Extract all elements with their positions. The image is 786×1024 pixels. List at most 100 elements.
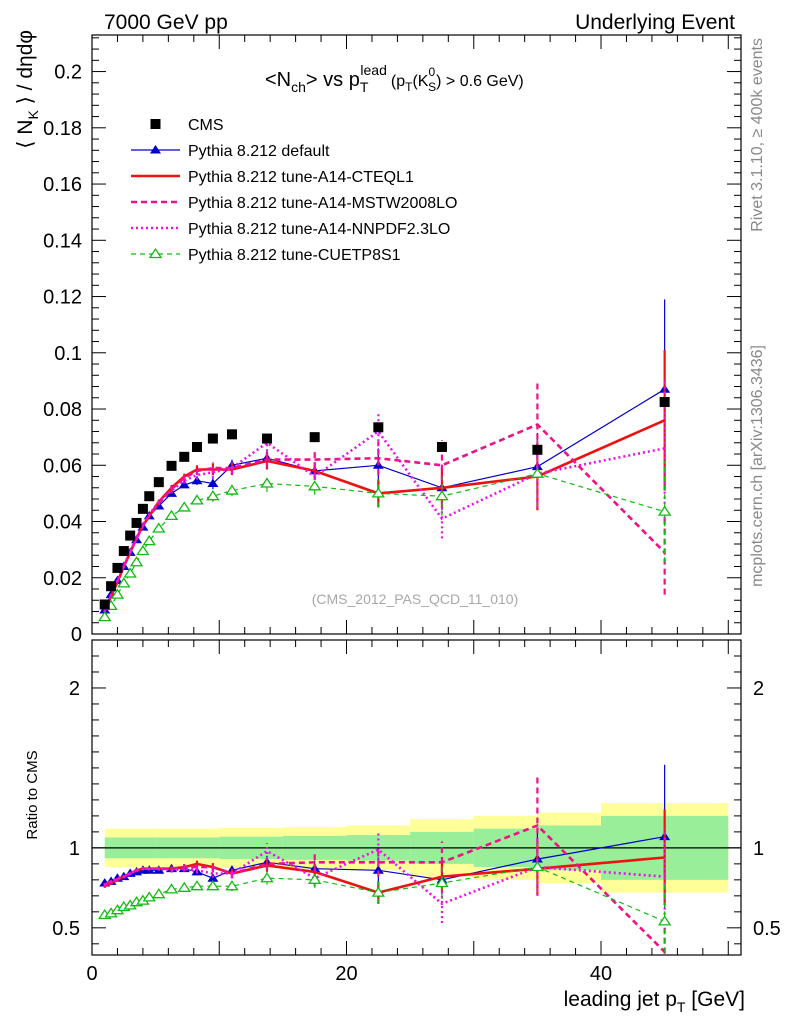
main-series-group: [98, 299, 672, 622]
side-label-mcplots: mcplots.cern.ch [arXiv:1306.3436]: [749, 345, 766, 587]
data-point: [206, 490, 220, 501]
y-tick-label: 0.16: [43, 174, 82, 196]
cms-data-point: [125, 530, 136, 541]
cms-data-point: [99, 599, 110, 610]
cms-data-point: [137, 503, 148, 514]
data-point: [307, 480, 322, 491]
title-part: ) > 0.6 GeV): [436, 73, 524, 90]
main-title: <Nch> vs pTlead(pT(K0 S) > 0.6 GeV): [265, 62, 524, 95]
title-part: <N: [265, 69, 291, 91]
cms-data-point: [373, 422, 384, 433]
data-point: [152, 522, 166, 533]
data-point: [191, 475, 203, 485]
title-part: ch: [291, 79, 306, 95]
ratio-data-point: [177, 881, 191, 892]
ratio-data-point: [435, 876, 449, 888]
cms-data-point: [106, 581, 117, 592]
data-point: [207, 478, 219, 488]
y-axis-title-part: ⟨ N: [14, 120, 37, 149]
series-line: [103, 419, 666, 612]
data-point: [123, 567, 137, 578]
y-tick-label: 0.02: [43, 568, 82, 590]
data-point: [177, 501, 191, 512]
data-point: [178, 480, 190, 489]
y-tick-label: 0.12: [43, 287, 82, 309]
main-frame: [91, 34, 742, 635]
cms-data-point: [144, 491, 155, 502]
x-tick-label: 20: [335, 963, 357, 985]
ratio-data-point: [372, 865, 384, 874]
ratio-data-point: [225, 880, 239, 891]
cms-data-point: [309, 432, 320, 443]
y-tick-label: 0.14: [43, 230, 82, 252]
cms-data-point: [207, 433, 218, 444]
ratio-data-point: [260, 872, 274, 883]
header-left-label: 7000 GeV pp: [104, 11, 228, 34]
legend-cms-marker: [150, 119, 161, 129]
header-right-label: Underlying Event: [575, 11, 735, 34]
data-point: [260, 477, 274, 488]
watermark-label: (CMS_2012_PAS_QCD_11_010): [312, 591, 519, 607]
cms-data-point: [118, 546, 129, 557]
data-point: [117, 577, 131, 588]
main-plot-area: 0 0.02 0.04 0.06 0.08 0.1 0.12 0.14 0.16 0.18 0.2: [43, 34, 742, 646]
ratio-data-point: [190, 880, 204, 891]
y-tick-label: 0.06: [43, 455, 82, 477]
ratio-data-point: [530, 860, 545, 872]
cms-data-point: [131, 517, 142, 528]
ratio-series-group: [92, 764, 741, 955]
ratio-data-point: [657, 915, 672, 926]
ratio-frame: [91, 639, 742, 956]
y-tick-label: 0.18: [43, 118, 82, 140]
legend: CMS Pythia 8.212 default Pythia 8.212 tune…: [131, 117, 457, 264]
legend-label: Pythia 8.212 tune-CUETP8S1: [188, 247, 401, 264]
ratio-y-tick-label-right: 0.5: [753, 918, 781, 940]
cms-data-point: [532, 444, 543, 455]
legend-label: Pythia 8.212 default: [188, 143, 330, 160]
ratio-data-point: [371, 886, 386, 897]
x-axis-title-part: T: [677, 999, 686, 1015]
ratio-y-tick-label: 0.5: [52, 918, 80, 940]
x-axis-title: leading jet pT [GeV]: [564, 988, 745, 1015]
y-axis-title: ⟨ NK ⟩ / dηdφ: [14, 30, 41, 149]
ratio-data-point: [307, 873, 322, 884]
y-tick-label: 0.04: [43, 512, 82, 534]
title-part: T: [360, 79, 369, 95]
side-label-rivet: Rivet 3.1.10, ≥ 400k events: [749, 38, 766, 232]
data-point: [98, 610, 112, 622]
ratio-data-point: [207, 873, 219, 882]
cms-data-point: [191, 441, 202, 452]
title-part: > vs p: [306, 69, 360, 91]
legend-label-cms: CMS: [188, 117, 224, 134]
x-tick-label: 40: [590, 963, 612, 985]
x-axis-title-part: leading jet p: [564, 988, 677, 1011]
ratio-data-point: [152, 888, 166, 899]
cms-data-point: [659, 396, 670, 407]
data-point: [164, 509, 179, 521]
data-point: [136, 544, 150, 556]
cms-data-point: [166, 460, 177, 471]
ratio-y-tick-label-right: 2: [753, 678, 764, 700]
data-point: [190, 494, 204, 505]
data-point: [435, 490, 449, 501]
ratio-y-axis-title: Ratio to CMS: [24, 750, 41, 839]
data-point: [142, 535, 156, 546]
ratio-data-point: [142, 891, 156, 902]
y-axis-title-part: K: [25, 110, 41, 120]
ratio-y-tick-label: 1: [69, 838, 80, 860]
title-part: 0: [428, 65, 435, 79]
series-line: [103, 429, 665, 611]
y-axis-title-part: ⟩ / dηdφ: [14, 30, 37, 110]
data-point: [371, 487, 386, 498]
title-part: S: [428, 80, 436, 94]
data-point: [110, 588, 125, 599]
x-axis-title-part: [GeV]: [685, 988, 745, 1011]
ratio-series-line: [104, 847, 665, 906]
cms-data-point: [179, 451, 190, 462]
title-part: T: [405, 80, 413, 94]
title-part: (p: [391, 73, 405, 90]
x-tick-label: 0: [86, 963, 97, 985]
ratio-data-point: [206, 880, 220, 891]
ratio-panel: 0.5 0.51 12 20 20 40 Ratio to CMS leading jet…: [24, 639, 781, 1015]
